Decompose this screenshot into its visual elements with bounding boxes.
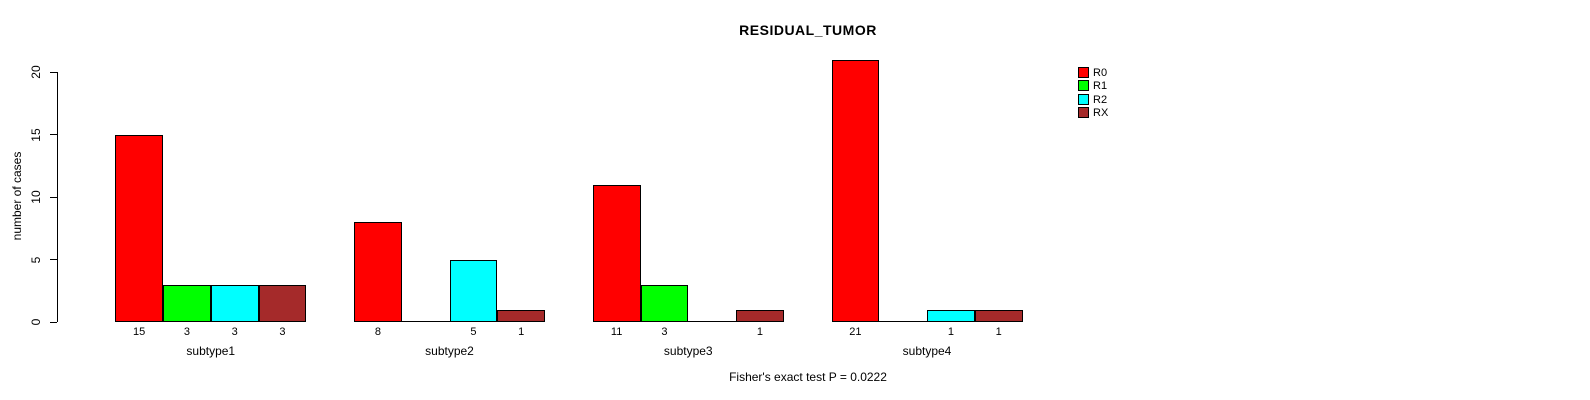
y-axis-line [57,72,58,322]
bar-value-subtype4-RX: 1 [995,326,1002,338]
bar-subtype1-R1 [163,284,211,322]
legend-label-R1: R1 [1093,80,1108,93]
bar-subtype3-RX [736,309,784,322]
group-label-subtype1: subtype1 [186,344,236,358]
y-tick-label: 5 [29,256,43,263]
bar-value-subtype1-RX: 3 [279,326,286,338]
bar-value-subtype2-R0: 8 [374,326,381,338]
bar-subtype3-R0 [592,184,641,322]
legend-swatch-R0 [1078,67,1089,78]
bar-subtype3-R1 [640,284,689,322]
bar-subtype2-R0 [354,222,402,322]
bar-value-subtype4-R2: 1 [947,326,954,338]
bar-subtype2-R2 [449,259,498,322]
bar-subtype1-R2 [210,284,259,322]
y-tick [50,321,57,323]
bar-subtype4-R0 [831,59,880,322]
y-tick-label: 0 [29,318,43,326]
group-label-subtype4: subtype4 [902,344,952,358]
legend-label-RX: RX [1093,106,1109,119]
bar-value-subtype1-R2: 3 [231,326,238,338]
bar-subtype1-R0 [115,134,163,322]
bar-subtype2-R1 [401,321,450,322]
legend-swatch-RX [1078,106,1089,118]
y-tick [50,71,57,73]
bar-subtype3-R2 [688,321,736,322]
legend-label-R0: R0 [1093,67,1108,79]
y-tick-label: 10 [29,190,43,204]
bar-value-subtype2-R2: 5 [470,326,477,338]
y-tick-label: 15 [29,127,43,142]
chart-title: RESIDUAL_TUMOR [739,22,877,38]
bar-value-subtype3-R0: 11 [610,326,623,338]
legend-swatch-R1 [1078,80,1089,92]
bar-subtype4-R2 [927,309,975,322]
y-tick [50,196,57,198]
bar-subtype1-RX [258,284,307,322]
bar-value-subtype2-RX: 1 [518,326,525,338]
group-label-subtype3: subtype3 [663,344,713,358]
bar-subtype4-RX [974,309,1023,322]
bar-value-subtype3-R1: 3 [661,326,668,338]
bar-value-subtype1-R1: 3 [183,326,190,338]
y-tick [50,134,57,135]
legend-label-R2: R2 [1093,93,1108,106]
bar-subtype4-R1 [879,321,927,322]
group-label-subtype2: subtype2 [425,344,474,358]
bar-value-subtype3-RX: 1 [756,326,763,338]
y-axis-label: number of cases [10,151,24,241]
bar-value-subtype1-R0: 15 [133,326,146,338]
legend-swatch-R2 [1078,93,1089,105]
y-tick-label: 20 [29,65,43,79]
y-tick [50,259,57,260]
bar-value-subtype4-R0: 21 [849,326,862,338]
fisher-test-annotation: Fisher's exact test P = 0.0222 [729,370,887,384]
bar-subtype2-RX [497,309,545,322]
